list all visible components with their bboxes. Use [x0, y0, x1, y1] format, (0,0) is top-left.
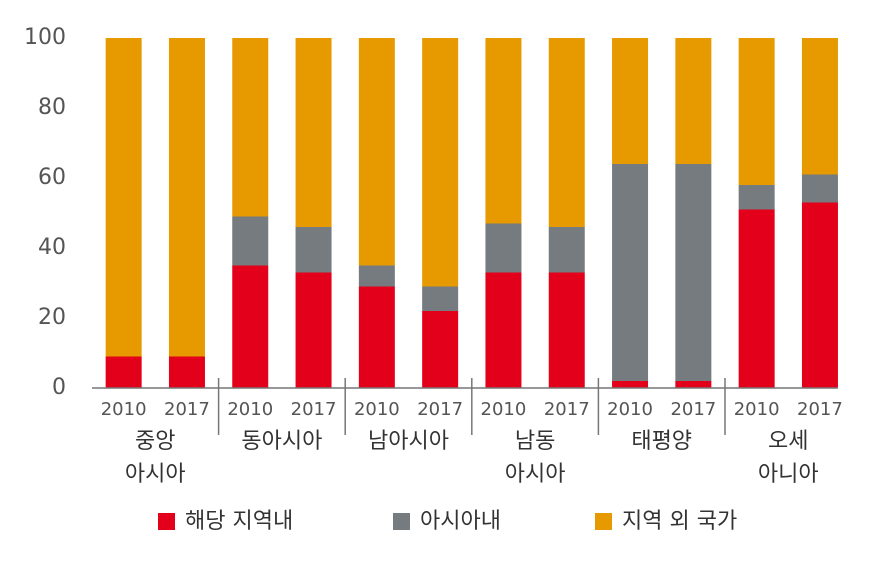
y-tick-label: 80: [38, 95, 66, 120]
x-tick-label: 2010: [481, 399, 527, 420]
group-label: 남아시아: [368, 429, 449, 454]
bar-segment: [738, 185, 775, 210]
bar-segment: [548, 227, 585, 273]
bar-segment: [232, 216, 269, 266]
y-tick-label: 40: [38, 235, 66, 260]
bar-segment: [105, 356, 142, 388]
legend-swatch: [393, 513, 410, 530]
bar-segment: [485, 272, 522, 388]
bar-segment: [295, 272, 332, 388]
bar-segment: [675, 164, 712, 381]
legend-label: 아시아내: [420, 509, 501, 534]
group-label: 태평양: [631, 429, 692, 454]
bar-segment: [485, 223, 522, 273]
bar-segment: [358, 265, 395, 287]
bar-segment: [358, 286, 395, 388]
bar-segment: [295, 38, 332, 227]
bar-segment: [548, 272, 585, 388]
x-tick-label: 2010: [227, 399, 273, 420]
bar-segment: [548, 38, 585, 227]
bar-segment: [801, 174, 838, 203]
bar-segment: [612, 164, 649, 381]
x-tick-label: 2017: [164, 399, 210, 420]
legend-label: 지역 외 국가: [622, 509, 737, 534]
bar-segment: [612, 38, 649, 164]
x-tick-label: 2017: [544, 399, 590, 420]
group-label: 아시아: [125, 462, 186, 487]
x-tick-label: 2010: [354, 399, 400, 420]
bar-segment: [675, 381, 712, 388]
x-tick-label: 2010: [734, 399, 780, 420]
group-label: 오세: [768, 429, 808, 454]
bar-segment: [105, 38, 142, 357]
bar-segment: [295, 227, 332, 273]
bar-segment: [232, 38, 269, 217]
bar-segment: [801, 202, 838, 388]
group-label: 중앙: [135, 429, 175, 454]
y-tick-label: 20: [38, 305, 66, 330]
bar-segment: [422, 38, 459, 287]
bar-segment: [612, 381, 649, 388]
bar-segment: [358, 38, 395, 266]
x-tick-label: 2017: [417, 399, 463, 420]
bar-segment: [422, 311, 459, 388]
legend-label: 해당 지역내: [185, 509, 293, 534]
bar-segment: [168, 38, 205, 357]
x-tick-label: 2017: [291, 399, 337, 420]
bar-segment: [232, 265, 269, 388]
x-tick-label: 2010: [607, 399, 653, 420]
bar-segment: [675, 38, 712, 164]
bar-segment: [422, 286, 459, 311]
x-tick-label: 2017: [797, 399, 843, 420]
bar-segment: [485, 38, 522, 224]
bar-segment: [738, 209, 775, 388]
bar-segment: [801, 38, 838, 175]
y-tick-label: 100: [24, 25, 66, 50]
y-tick-label: 60: [38, 165, 66, 190]
x-tick-label: 2010: [101, 399, 147, 420]
legend-swatch: [595, 513, 612, 530]
y-tick-label: 0: [52, 375, 66, 400]
group-label: 동아시아: [241, 429, 322, 454]
bar-segment: [168, 356, 205, 388]
x-tick-label: 2017: [670, 399, 716, 420]
legend-swatch: [158, 513, 175, 530]
group-label: 아시아: [505, 462, 566, 487]
group-label: 남동: [515, 429, 555, 454]
bar-segment: [738, 38, 775, 185]
group-label: 아니아: [758, 462, 819, 487]
